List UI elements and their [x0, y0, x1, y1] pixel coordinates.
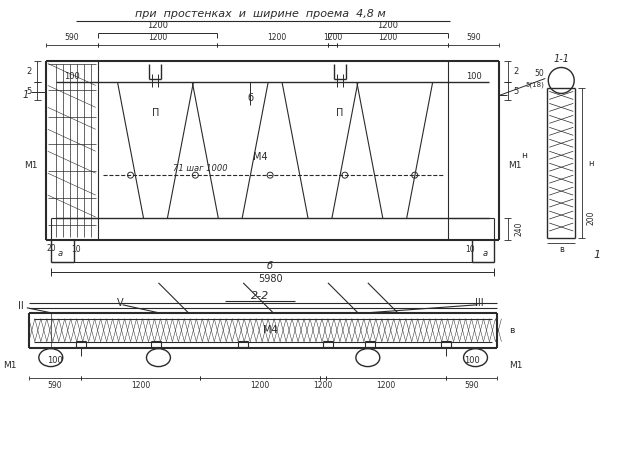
Text: при  простенках  и  ширине  проема  4,8 м: при простенках и ширине проема 4,8 м	[135, 9, 386, 19]
Text: 1200: 1200	[376, 381, 396, 390]
Text: 2: 2	[514, 67, 519, 76]
Text: 5(18): 5(18)	[526, 81, 544, 88]
Text: 240: 240	[515, 222, 524, 236]
Text: III: III	[475, 298, 484, 308]
Text: М1: М1	[509, 361, 523, 370]
Text: 1200: 1200	[148, 33, 167, 42]
Text: 590: 590	[65, 33, 79, 42]
Text: н: н	[521, 151, 527, 160]
Text: V: V	[118, 298, 124, 308]
Text: 5980: 5980	[258, 274, 282, 284]
Text: 1200: 1200	[313, 381, 333, 390]
Text: 1200: 1200	[267, 33, 287, 42]
Text: 1200: 1200	[147, 21, 168, 30]
Text: 590: 590	[47, 381, 62, 390]
Text: 2: 2	[26, 67, 32, 76]
Text: 100: 100	[64, 72, 80, 81]
Text: 1200: 1200	[323, 33, 342, 42]
Text: н: н	[588, 159, 594, 168]
Text: 1: 1	[593, 250, 601, 260]
Text: 5: 5	[514, 87, 519, 96]
Circle shape	[192, 172, 198, 178]
Text: 10: 10	[71, 245, 80, 255]
Text: 1200: 1200	[131, 381, 150, 390]
Text: 100: 100	[463, 356, 480, 365]
Circle shape	[128, 172, 134, 178]
Text: 100: 100	[466, 72, 481, 81]
Text: 10: 10	[465, 245, 475, 255]
Text: а: а	[483, 250, 488, 258]
Text: в: в	[559, 245, 564, 255]
Text: 590: 590	[466, 33, 481, 42]
Circle shape	[267, 172, 273, 178]
Text: 71 шаг 1000: 71 шаг 1000	[173, 164, 228, 173]
Text: б: б	[247, 94, 253, 103]
Text: М1: М1	[24, 161, 37, 170]
Text: 1200: 1200	[378, 33, 397, 42]
Circle shape	[412, 172, 418, 178]
Text: 1: 1	[23, 90, 29, 100]
Text: а: а	[57, 250, 62, 258]
Text: М4: М4	[263, 325, 277, 335]
Text: 5: 5	[26, 87, 32, 96]
Text: П: П	[337, 108, 343, 119]
Text: 1-1: 1-1	[553, 54, 569, 63]
Text: 200: 200	[587, 211, 596, 225]
Text: 2-2: 2-2	[251, 291, 269, 301]
Text: в: в	[509, 325, 515, 335]
Text: 50: 50	[534, 69, 544, 78]
Text: 1200: 1200	[378, 21, 398, 30]
Text: б: б	[267, 261, 273, 271]
Text: II: II	[18, 301, 24, 311]
Circle shape	[342, 172, 348, 178]
Text: М1: М1	[3, 361, 17, 370]
Text: 100: 100	[47, 356, 63, 365]
Text: 20: 20	[47, 244, 57, 253]
Text: 590: 590	[464, 381, 479, 390]
Text: М1: М1	[508, 161, 521, 170]
Text: П: П	[152, 108, 159, 119]
Text: М4: М4	[253, 152, 267, 162]
Text: 1200: 1200	[251, 381, 270, 390]
